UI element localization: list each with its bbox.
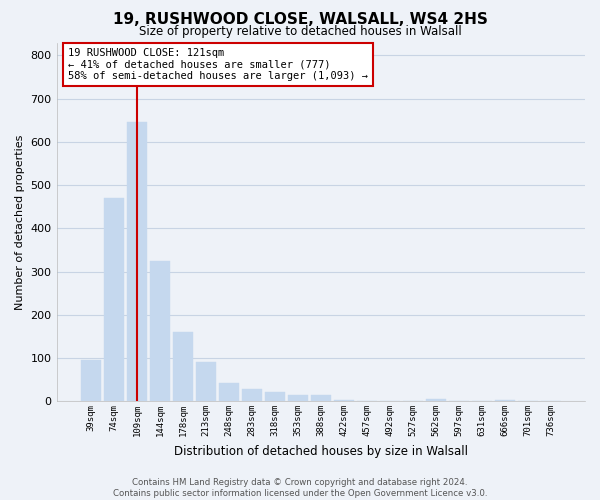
- Y-axis label: Number of detached properties: Number of detached properties: [15, 134, 25, 310]
- Text: Contains HM Land Registry data © Crown copyright and database right 2024.
Contai: Contains HM Land Registry data © Crown c…: [113, 478, 487, 498]
- Bar: [104, 198, 124, 401]
- Bar: [311, 395, 331, 401]
- Bar: [150, 260, 170, 401]
- Bar: [242, 389, 262, 401]
- Bar: [265, 392, 285, 401]
- Text: Size of property relative to detached houses in Walsall: Size of property relative to detached ho…: [139, 25, 461, 38]
- Bar: [81, 360, 101, 401]
- Bar: [427, 398, 446, 401]
- Text: 19 RUSHWOOD CLOSE: 121sqm
← 41% of detached houses are smaller (777)
58% of semi: 19 RUSHWOOD CLOSE: 121sqm ← 41% of detac…: [68, 48, 368, 81]
- Bar: [289, 394, 308, 401]
- Bar: [127, 122, 147, 401]
- Bar: [496, 400, 515, 401]
- Text: 19, RUSHWOOD CLOSE, WALSALL, WS4 2HS: 19, RUSHWOOD CLOSE, WALSALL, WS4 2HS: [113, 12, 487, 28]
- Bar: [173, 332, 193, 401]
- Bar: [219, 383, 239, 401]
- Bar: [334, 400, 354, 401]
- X-axis label: Distribution of detached houses by size in Walsall: Distribution of detached houses by size …: [174, 444, 468, 458]
- Bar: [196, 362, 216, 401]
